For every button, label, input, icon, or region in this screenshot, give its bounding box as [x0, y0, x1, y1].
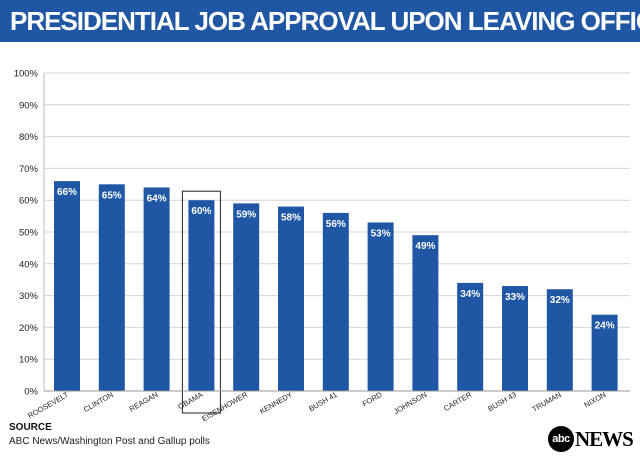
x-tick-label: KENNEDY: [258, 390, 294, 416]
x-tick-label: JOHNSON: [392, 390, 428, 416]
title-bar: PRESIDENTIAL JOB APPROVAL UPON LEAVING O…: [0, 0, 640, 42]
y-tick-label: 30%: [19, 291, 39, 302]
x-tick-label: OBAMA: [176, 390, 204, 411]
bar-value-label: 58%: [281, 213, 301, 224]
bar-value-label: 65%: [102, 190, 122, 201]
y-tick-label: 90%: [19, 100, 39, 111]
source-heading: SOURCE: [9, 422, 52, 433]
chart-title: PRESIDENTIAL JOB APPROVAL UPON LEAVING O…: [10, 6, 640, 36]
bar: [457, 282, 484, 391]
x-tick-label: REAGAN: [128, 390, 160, 414]
x-tick-label: TRUMAN: [531, 390, 563, 414]
bar-value-label: 53%: [371, 228, 391, 239]
bar-value-label: 24%: [595, 321, 615, 332]
bar: [546, 289, 573, 391]
bar-value-label: 64%: [147, 193, 167, 204]
bar-value-label: 56%: [326, 219, 346, 230]
x-tick-label: EISENHOWER: [200, 390, 249, 424]
x-tick-label: BUSH 41: [307, 390, 339, 413]
bar: [591, 314, 618, 391]
bar-value-label: 49%: [415, 241, 435, 252]
bar-value-label: 32%: [550, 295, 570, 306]
abc-news-logo: abc NEWS: [548, 426, 634, 452]
source-text: ABC News/Washington Post and Gallup poll…: [9, 436, 210, 447]
bar: [188, 200, 215, 391]
y-tick-label: 20%: [19, 323, 39, 334]
bar-value-label: 59%: [236, 209, 256, 220]
bar-value-label: 66%: [57, 187, 77, 198]
abc-logo-word: NEWS: [575, 426, 634, 451]
abc-logo-mark: abc: [548, 426, 574, 452]
bar: [278, 206, 304, 391]
y-tick-label: 50%: [19, 228, 39, 239]
highlight-box: [181, 190, 221, 414]
y-tick-label: 80%: [19, 132, 39, 143]
x-tick-label: CLINTON: [82, 390, 115, 414]
bar: [54, 181, 80, 391]
bar-value-label: 60%: [191, 206, 211, 217]
bar: [322, 212, 349, 391]
y-tick-label: 40%: [19, 259, 39, 270]
y-tick-label: 0%: [24, 387, 38, 398]
y-tick-label: 60%: [19, 196, 39, 207]
bar: [143, 187, 170, 391]
bar: [502, 286, 528, 391]
bar-value-label: 33%: [505, 292, 525, 303]
bar: [98, 184, 125, 391]
bar-value-label: 34%: [460, 289, 480, 300]
y-tick-label: 70%: [19, 164, 39, 175]
x-tick-label: FORD: [361, 390, 384, 409]
bar: [233, 203, 260, 391]
y-tick-label: 100%: [14, 69, 39, 80]
bar: [367, 222, 394, 391]
y-tick-label: 10%: [19, 355, 39, 366]
bar: [412, 235, 439, 391]
x-tick-label: NIXON: [583, 390, 608, 410]
x-tick-label: CARTER: [442, 390, 474, 413]
x-tick-label: BUSH 43: [486, 390, 518, 413]
